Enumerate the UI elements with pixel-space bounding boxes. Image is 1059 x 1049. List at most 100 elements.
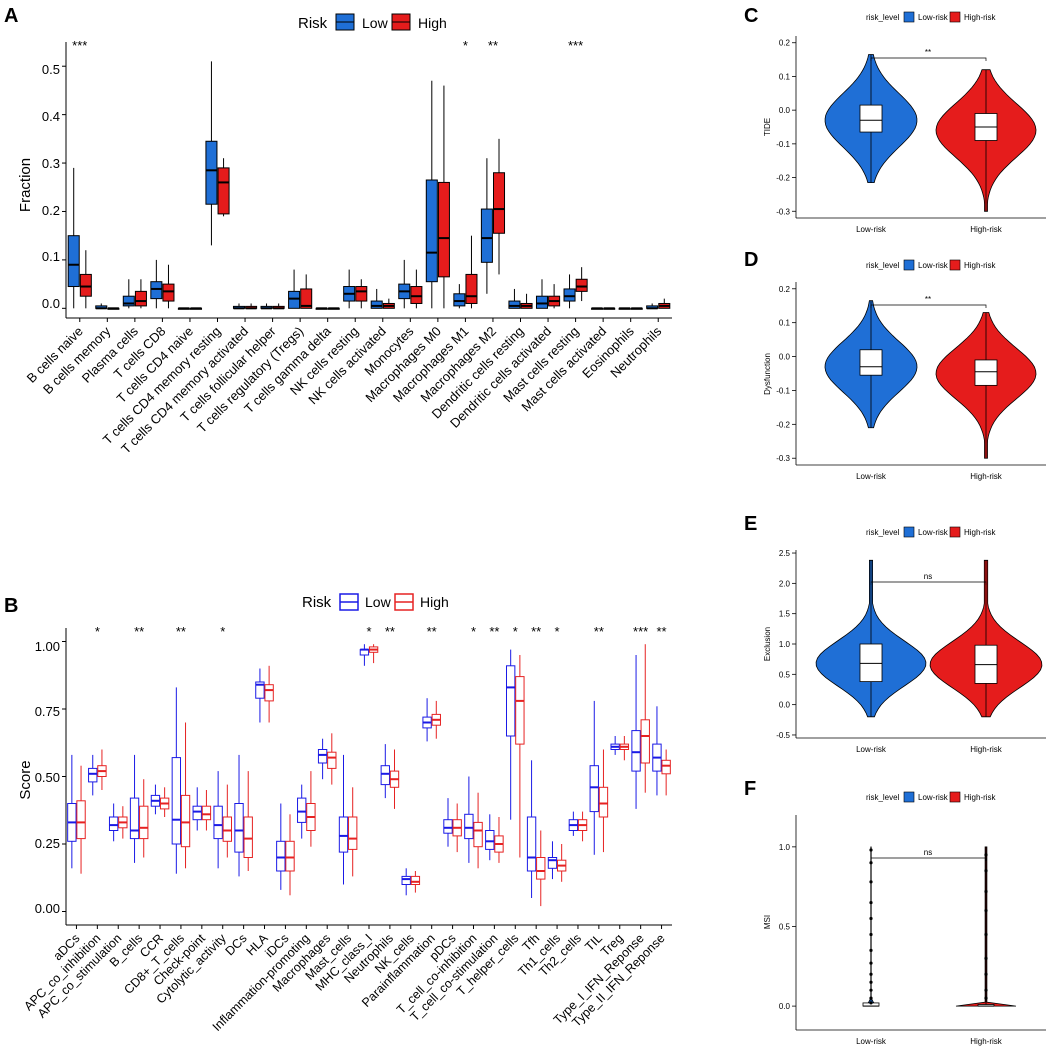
chart-e-xcat-low: Low-risk <box>856 745 887 754</box>
outlier-point <box>869 1001 873 1005</box>
outlier-point <box>869 961 873 965</box>
outlier-point <box>984 996 988 1000</box>
outlier-point <box>984 988 988 992</box>
chart-e-ylabel: Exclusion <box>763 627 772 661</box>
box-low <box>205 140 218 205</box>
chart-d-ylabel: Dysfunction <box>763 353 772 395</box>
box-low <box>631 730 641 772</box>
chart-a-ytick-label: 0.1 <box>42 249 60 264</box>
box-low <box>563 288 576 302</box>
box-low <box>255 681 265 699</box>
box-high <box>598 786 609 818</box>
significance-label: * <box>513 624 518 639</box>
box-low <box>464 813 474 840</box>
box-low <box>108 816 119 831</box>
violin-ytick-label: -0.1 <box>776 140 790 149</box>
chart-d-legend-title: risk_level <box>866 261 900 270</box>
chart-c: risk_level Low-risk High-risk TIDE Low-r… <box>763 11 1046 234</box>
significance-label: ** <box>656 624 666 639</box>
violin-ytick-label: -0.5 <box>776 731 790 740</box>
outlier-point <box>984 853 988 857</box>
chart-a-ylabel: Fraction <box>17 158 34 212</box>
violin-ytick-label: 0.0 <box>779 106 791 115</box>
violin-ytick-label: 0.5 <box>779 670 791 679</box>
panel-letter-f: F <box>744 778 756 800</box>
violin-ytick-label: 0.0 <box>779 1002 791 1011</box>
box-high <box>134 290 147 307</box>
legend-a: Risk Low High <box>298 13 447 32</box>
significance-label: ** <box>385 624 395 639</box>
chart-d-xcat-high: High-risk <box>970 472 1003 481</box>
violin-ytick-label: -0.2 <box>776 420 790 429</box>
violin-box <box>859 349 883 376</box>
significance-label: * <box>463 38 468 53</box>
significance-label: * <box>95 624 100 639</box>
violin-ytick-label: 0.0 <box>779 353 791 362</box>
panel-letter-d: D <box>744 249 758 271</box>
box-high <box>410 875 421 886</box>
violin-ytick-label: -0.3 <box>776 207 790 216</box>
box-high <box>465 273 478 304</box>
violin-ytick-label: 1.0 <box>779 640 791 649</box>
significance-label: * <box>366 624 371 639</box>
outlier-point <box>869 932 873 937</box>
chart-d: risk_level Low-risk High-risk Dysfunctio… <box>763 259 1046 481</box>
box-high <box>473 821 483 848</box>
box-low <box>288 290 301 309</box>
chart-b-ytick-label: 0.75 <box>35 704 60 719</box>
violin-ytick-label: -0.3 <box>776 454 790 463</box>
box-low <box>508 300 521 309</box>
violin-ytick-label: 2.5 <box>779 549 791 558</box>
violin-box <box>859 643 883 682</box>
violin-ytick-label: 0.5 <box>779 922 791 931</box>
box-low <box>122 295 135 307</box>
chart-e-legend-low-key <box>903 526 915 538</box>
box-high <box>162 283 175 302</box>
box-low <box>425 179 438 283</box>
box-low <box>370 300 383 309</box>
chart-a-ytick-label: 0.4 <box>42 109 60 124</box>
outlier-point <box>984 956 988 960</box>
violin-ytick-label: -0.1 <box>776 386 790 395</box>
box-low <box>192 805 202 821</box>
legend-b-low-label: Low <box>365 594 392 610</box>
significance-label: ** <box>531 624 541 639</box>
chart-a-ytick-label: 0.3 <box>42 156 60 171</box>
outlier-point <box>984 869 988 873</box>
outlier-point <box>869 948 873 952</box>
significance-label: * <box>220 624 225 639</box>
chart-c-legend-title: risk_level <box>866 13 900 22</box>
box-high <box>515 676 525 745</box>
outlier-point <box>869 980 873 984</box>
chart-c-ylabel: TIDE <box>763 118 772 136</box>
outlier-point <box>984 908 988 913</box>
significance-label: *** <box>72 38 87 53</box>
box-low <box>505 665 516 737</box>
box-high <box>437 181 450 278</box>
violin-ytick-label: 0.0 <box>779 701 791 710</box>
chart-e-legend-low-label: Low-risk <box>918 528 949 537</box>
box-low <box>443 819 453 834</box>
significance-bracket <box>870 581 987 585</box>
significance-bracket <box>870 57 987 61</box>
box-low <box>276 840 286 872</box>
panel-letter-e: E <box>744 513 757 535</box>
chart-a-ytick-label: 0.2 <box>42 203 60 218</box>
chart-f-ylabel: MSI <box>763 915 772 929</box>
significance-bracket <box>870 304 987 308</box>
significance-label: ** <box>427 624 437 639</box>
box-low <box>547 857 558 869</box>
box-high <box>76 800 86 840</box>
significance-label: ** <box>925 295 931 304</box>
chart-f-xcat-low: Low-risk <box>856 1037 887 1046</box>
chart-f-legend-low-key <box>903 791 915 803</box>
chart-a-ytick-label: 0.5 <box>42 62 60 77</box>
box-high <box>493 172 506 234</box>
box-low <box>129 797 140 840</box>
box-high <box>300 288 313 309</box>
outlier-point <box>869 880 873 884</box>
outlier-point <box>869 972 873 976</box>
legend-a-high-label: High <box>418 15 447 31</box>
significance-label: *** <box>633 624 648 639</box>
panel-letter-c: C <box>744 5 758 27</box>
